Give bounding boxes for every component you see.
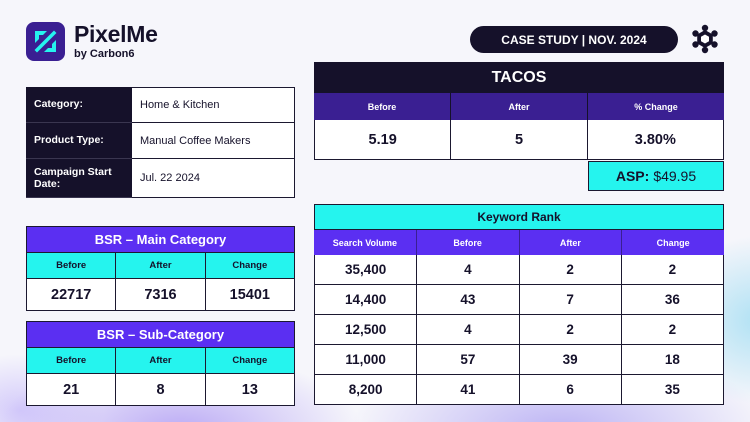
value-before: 5.19 [314, 120, 452, 160]
asp-label: ASP: [615, 168, 650, 184]
brand-name: PixelMe [74, 21, 158, 47]
pixelme-logo-icon [26, 22, 65, 61]
info-value: Manual Coffee Makers [132, 122, 295, 159]
cell-after: 7 [519, 285, 622, 315]
cell-change: 35 [621, 375, 724, 405]
cell-before: 4 [417, 255, 520, 285]
cell-before: 41 [417, 375, 520, 405]
info-value: Jul. 22 2024 [132, 158, 295, 198]
table-row: 14,400 43 7 36 [314, 285, 724, 315]
header-after: After [519, 230, 623, 255]
keyword-rank-table: Keyword Rank Search Volume Before After … [314, 204, 724, 405]
product-info-table: Category: Home & Kitchen Product Type: M… [26, 87, 295, 198]
cell-search-volume: 8,200 [314, 375, 418, 405]
cell-before: 43 [417, 285, 520, 315]
asp-value: $49.95 [653, 168, 697, 184]
info-key: Category: [26, 87, 132, 123]
header-change: Change [205, 253, 295, 279]
info-key: Campaign Start Date: [26, 159, 132, 198]
tacos-table: TACOS Before After % Change 5.19 5 3.80% [314, 62, 724, 160]
info-row-category: Category: Home & Kitchen [26, 87, 295, 123]
header-percent-change: % Change [588, 93, 724, 120]
table-row: 11,000 57 39 18 [314, 345, 724, 375]
cell-change: 18 [621, 345, 724, 375]
info-key: Product Type: [26, 123, 132, 159]
table-row: 8,200 41 6 35 [314, 375, 724, 405]
cell-search-volume: 12,500 [314, 315, 418, 345]
table-title: BSR – Main Category [26, 226, 295, 253]
cell-search-volume: 11,000 [314, 345, 418, 375]
info-row-product-type: Product Type: Manual Coffee Makers [26, 122, 295, 159]
header-search-volume: Search Volume [314, 230, 417, 255]
header-before: Before [416, 230, 520, 255]
value-before: 22717 [26, 279, 117, 311]
header-after: After [116, 253, 206, 279]
info-row-campaign-start: Campaign Start Date: Jul. 22 2024 [26, 158, 295, 198]
asp-badge: ASP: $49.95 [588, 161, 724, 191]
brand-sub: by Carbon6 [74, 48, 135, 60]
brand-logo: PixelMe by Carbon6 [26, 22, 158, 61]
cell-change: 2 [621, 315, 724, 345]
value-change: 15401 [205, 279, 295, 311]
table-row: 5.19 5 3.80% [314, 120, 724, 160]
cell-after: 2 [519, 315, 622, 345]
header-change: Change [205, 348, 295, 374]
table-title: TACOS [314, 62, 724, 93]
cell-change: 2 [621, 255, 724, 285]
value-before: 21 [26, 374, 117, 406]
carbon6-hexagon-icon [692, 24, 718, 54]
table-title: Keyword Rank [314, 204, 724, 230]
table-row: 12,500 4 2 2 [314, 315, 724, 345]
header-change: Change [622, 230, 724, 255]
cell-change: 36 [621, 285, 724, 315]
header-before: Before [26, 253, 117, 279]
table-header: Before After Change [26, 253, 295, 279]
header-after: After [451, 93, 588, 120]
value-percent-change: 3.80% [587, 120, 724, 160]
table-row: 22717 7316 15401 [26, 279, 295, 311]
cell-after: 39 [519, 345, 622, 375]
table-row: 35,400 4 2 2 [314, 255, 724, 285]
table-row: 21 8 13 [26, 374, 295, 406]
bsr-main-table: BSR – Main Category Before After Change … [26, 226, 295, 311]
cell-after: 6 [519, 375, 622, 405]
info-value: Home & Kitchen [132, 87, 295, 123]
cell-before: 4 [417, 315, 520, 345]
cell-search-volume: 35,400 [314, 255, 418, 285]
header-before: Before [314, 93, 451, 120]
cell-search-volume: 14,400 [314, 285, 418, 315]
value-change: 13 [205, 374, 295, 406]
bsr-sub-table: BSR – Sub-Category Before After Change 2… [26, 321, 295, 406]
header-before: Before [26, 348, 117, 374]
cell-before: 57 [417, 345, 520, 375]
table-title: BSR – Sub-Category [26, 321, 295, 348]
case-study-badge: CASE STUDY | NOV. 2024 [470, 26, 678, 53]
table-header: Search Volume Before After Change [314, 230, 724, 255]
value-after: 5 [451, 120, 588, 160]
header-after: After [116, 348, 206, 374]
table-header: Before After Change [26, 348, 295, 374]
value-after: 7316 [116, 279, 206, 311]
table-header: Before After % Change [314, 93, 724, 120]
cell-after: 2 [519, 255, 622, 285]
value-after: 8 [116, 374, 206, 406]
